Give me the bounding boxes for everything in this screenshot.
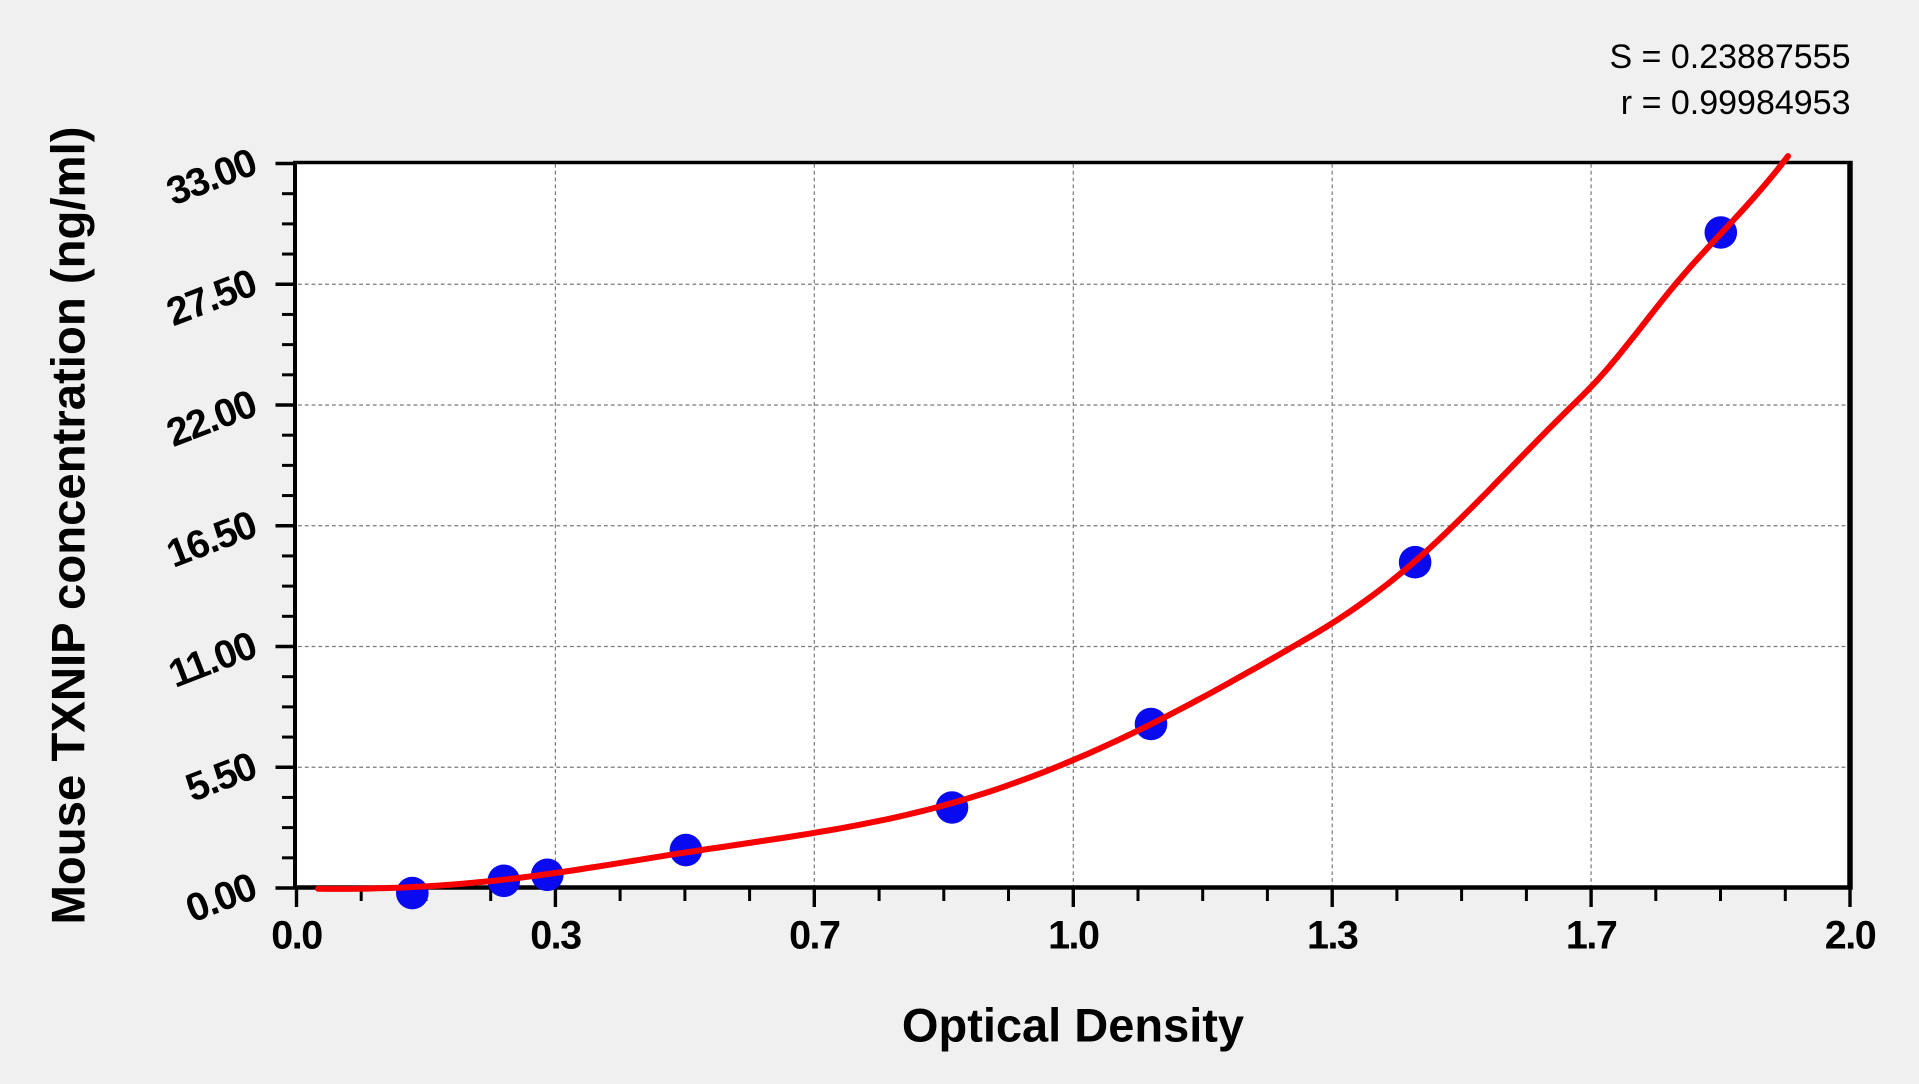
svg-text:0.3: 0.3 — [530, 914, 581, 958]
svg-text:16.50: 16.50 — [161, 502, 263, 576]
svg-text:1.3: 1.3 — [1307, 914, 1358, 958]
svg-text:0.00: 0.00 — [180, 865, 262, 932]
svg-text:Mouse TXNIP concentration (ng/: Mouse TXNIP concentration (ng/ml) — [43, 127, 96, 925]
svg-text:S = 0.23887555: S = 0.23887555 — [1609, 38, 1850, 76]
svg-text:33.00: 33.00 — [161, 140, 263, 214]
svg-text:11.00: 11.00 — [163, 623, 263, 696]
svg-text:Optical Density: Optical Density — [902, 999, 1244, 1052]
svg-text:2.0: 2.0 — [1825, 914, 1876, 958]
svg-text:1.7: 1.7 — [1566, 914, 1617, 958]
svg-text:0.7: 0.7 — [789, 914, 840, 958]
svg-text:5.50: 5.50 — [180, 744, 262, 811]
svg-text:1.0: 1.0 — [1048, 914, 1099, 958]
svg-text:0.0: 0.0 — [271, 914, 322, 958]
svg-text:22.00: 22.00 — [161, 382, 263, 456]
svg-text:r = 0.99984953: r = 0.99984953 — [1621, 84, 1851, 122]
svg-text:27.50: 27.50 — [161, 261, 263, 335]
